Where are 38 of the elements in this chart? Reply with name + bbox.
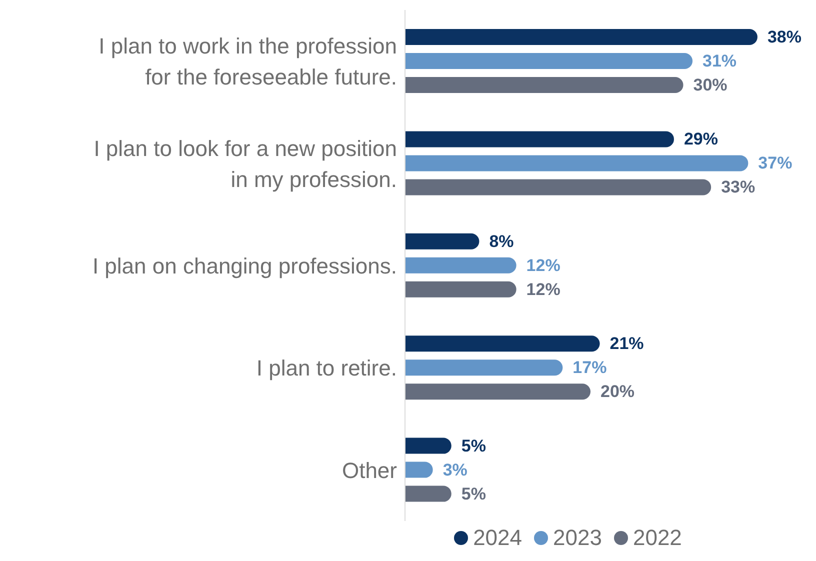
bar bbox=[405, 29, 758, 45]
data-label: 30% bbox=[693, 76, 728, 94]
data-label: 5% bbox=[461, 484, 486, 504]
bar bbox=[405, 462, 433, 478]
bar bbox=[405, 486, 452, 502]
bar bbox=[405, 131, 674, 148]
bar bbox=[405, 336, 600, 352]
y-tick-label: I plan on changing professions. bbox=[92, 253, 397, 278]
y-tick-label: I plan to work in the profession for the foreseeable future. bbox=[98, 33, 397, 90]
y-tick-label: I plan to retire. bbox=[256, 355, 397, 380]
legend-label: 2022 bbox=[632, 525, 682, 551]
data-label: 12% bbox=[526, 280, 560, 299]
data-label: 8% bbox=[489, 232, 514, 251]
bar bbox=[405, 77, 684, 93]
y-tick-label: Other bbox=[342, 457, 397, 482]
data-label: 33% bbox=[721, 178, 756, 197]
data-label: 31% bbox=[702, 52, 737, 70]
data-label: 29% bbox=[684, 130, 718, 149]
legend-label: 2023 bbox=[552, 525, 602, 551]
legend-label: 2024 bbox=[472, 525, 522, 551]
data-label: 20% bbox=[600, 382, 635, 402]
bar bbox=[405, 384, 590, 400]
bar bbox=[405, 281, 516, 298]
bar bbox=[405, 233, 480, 250]
bar bbox=[405, 257, 516, 274]
bar bbox=[405, 438, 452, 454]
data-label: 38% bbox=[767, 28, 802, 46]
data-label: 21% bbox=[610, 334, 644, 354]
data-label: 17% bbox=[572, 358, 607, 378]
data-label: 37% bbox=[758, 154, 792, 173]
data-label: 3% bbox=[442, 460, 468, 480]
data-label: 12% bbox=[526, 256, 560, 275]
bar bbox=[405, 155, 748, 172]
y-tick-label: I plan to look for a new position in my profession. bbox=[94, 135, 397, 192]
bar bbox=[405, 179, 712, 196]
bar bbox=[405, 360, 563, 376]
data-label: 5% bbox=[461, 436, 486, 456]
bar bbox=[405, 53, 693, 69]
